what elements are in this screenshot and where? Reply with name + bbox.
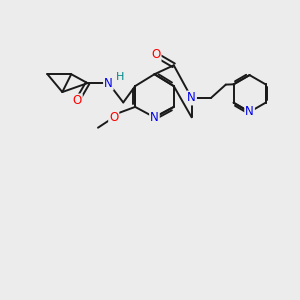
Text: N: N <box>104 76 113 90</box>
Text: N: N <box>245 106 254 118</box>
Text: O: O <box>109 111 119 124</box>
Text: N: N <box>150 111 159 124</box>
Text: N: N <box>187 92 196 104</box>
Text: H: H <box>116 72 124 82</box>
Text: O: O <box>73 94 82 107</box>
Text: O: O <box>151 48 160 62</box>
